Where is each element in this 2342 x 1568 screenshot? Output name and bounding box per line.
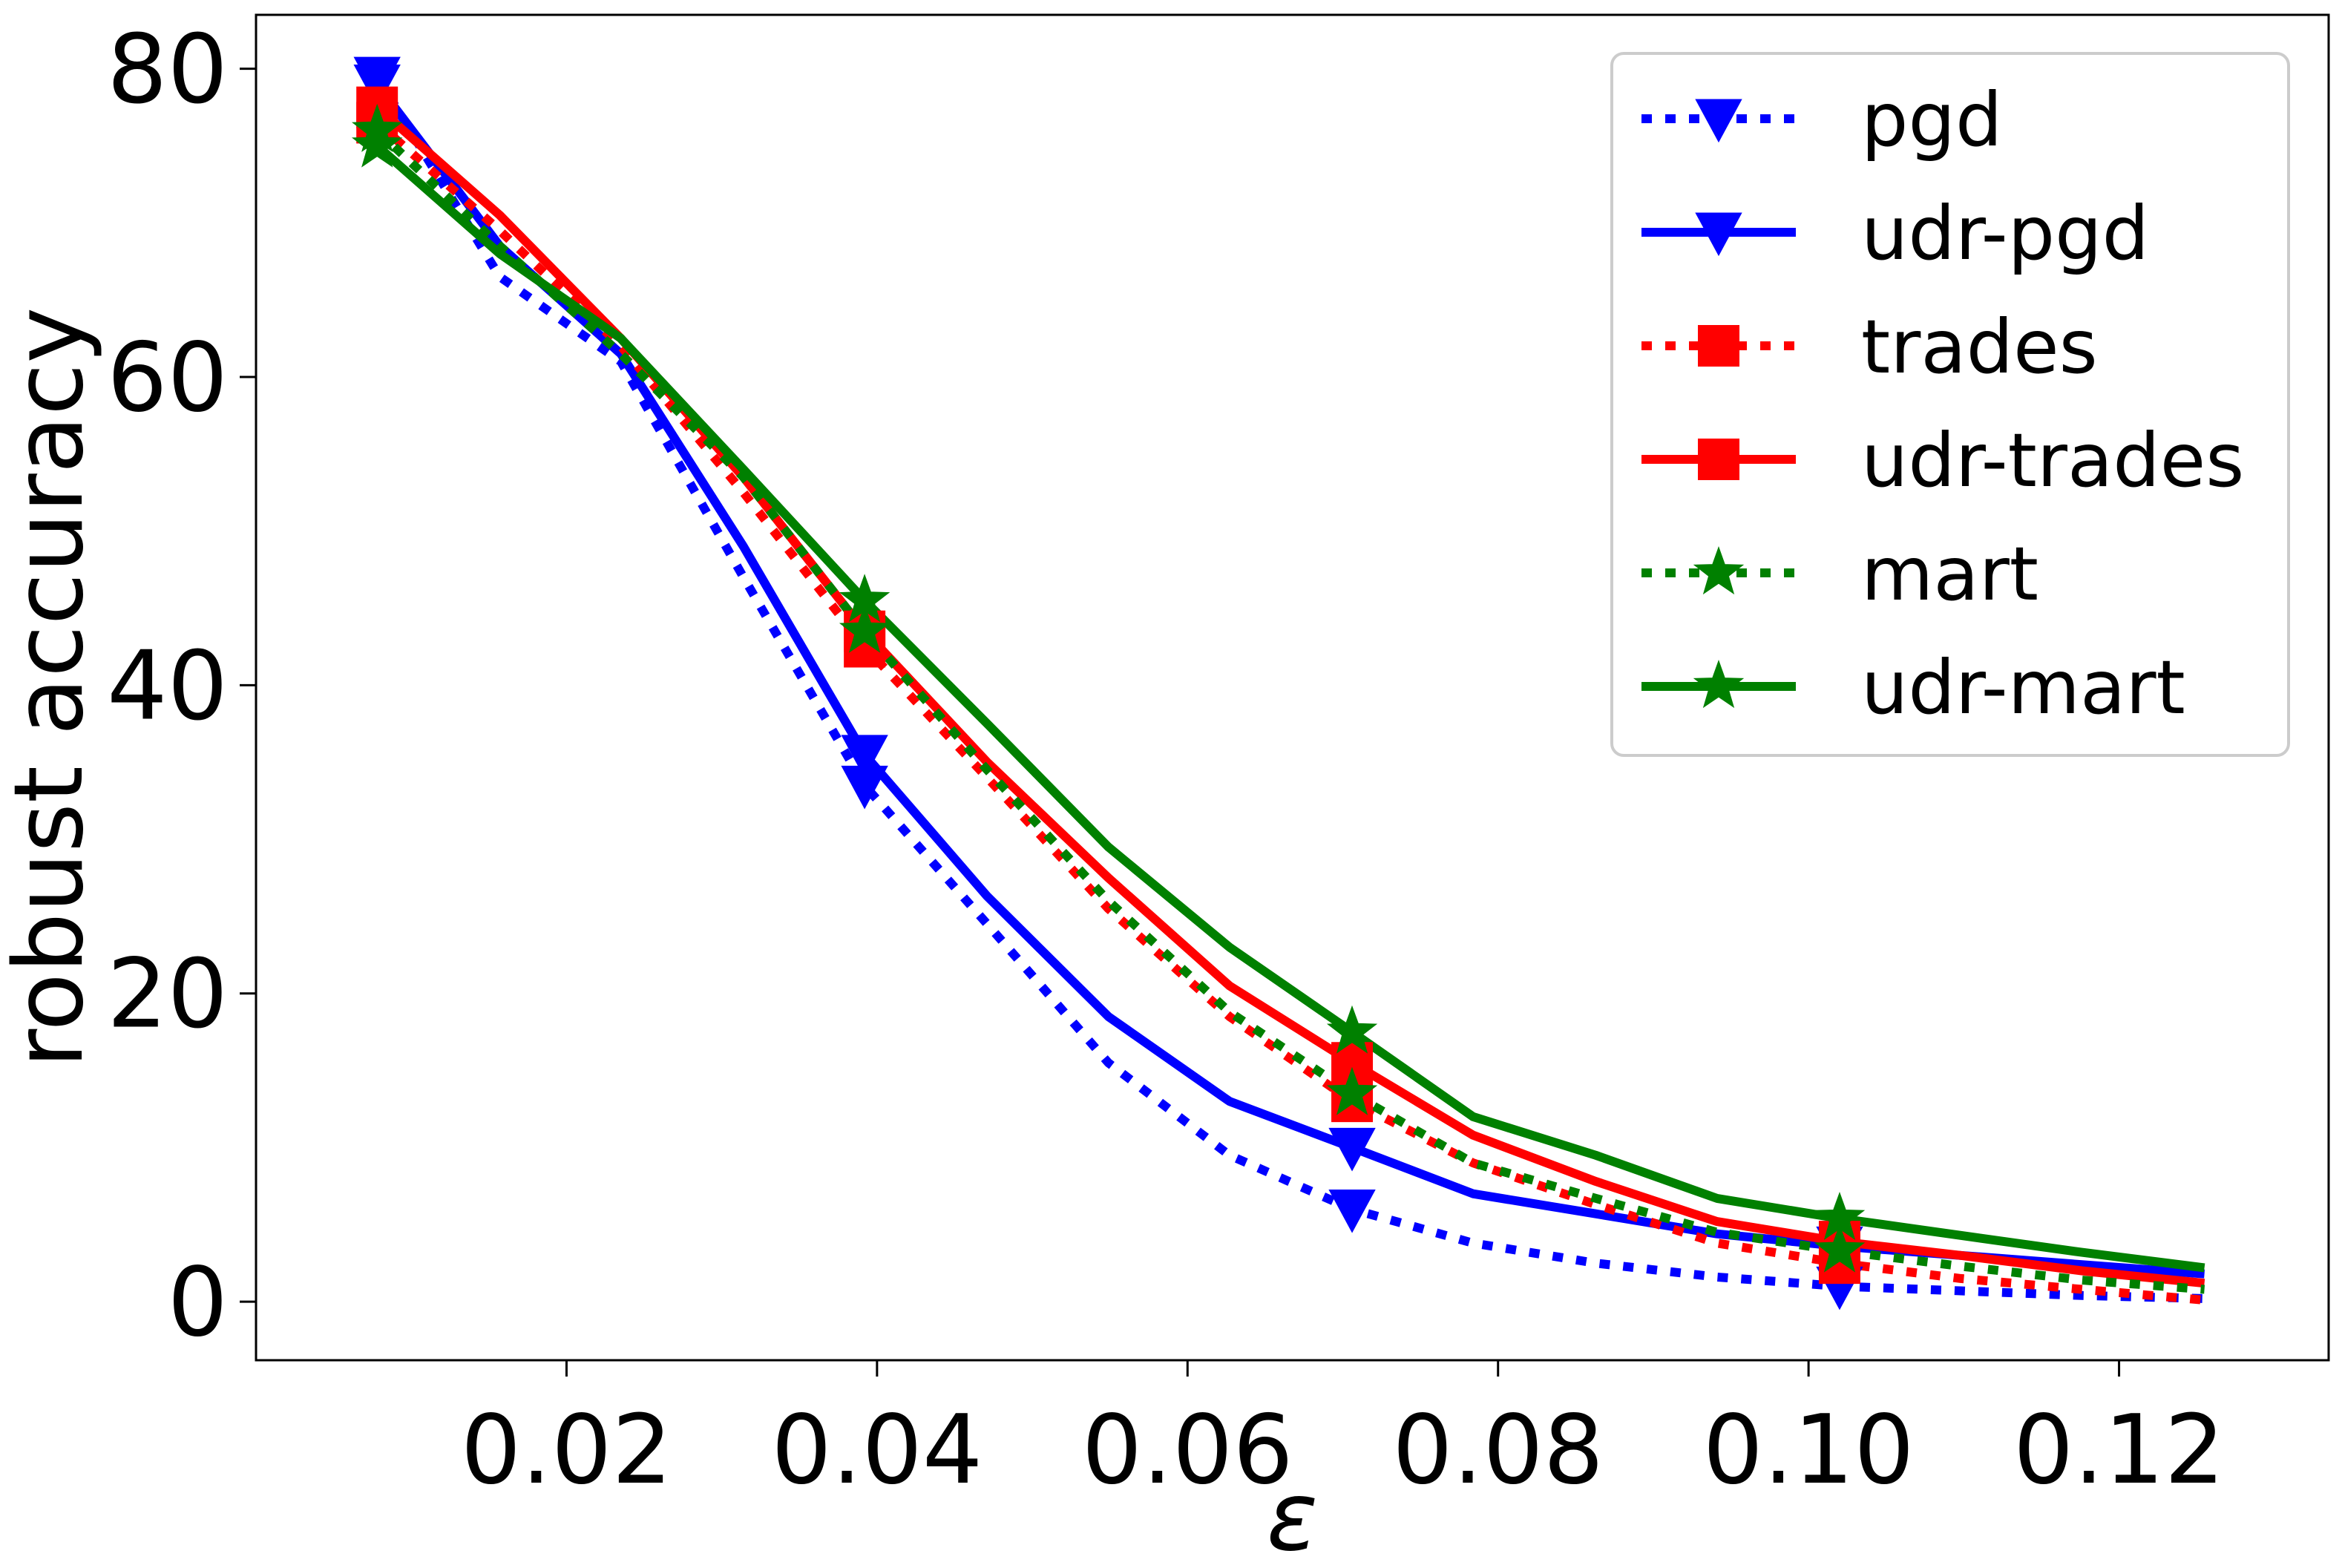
plot-frame bbox=[255, 13, 2330, 1362]
legend-swatch-marker bbox=[1698, 439, 1739, 480]
x-tick-label: 0.06 bbox=[1082, 1395, 1293, 1506]
data-point-udr-pgd bbox=[353, 64, 401, 108]
legend-swatch-marker bbox=[1695, 99, 1742, 143]
y-tick-label: 0 bbox=[168, 1247, 228, 1358]
y-tick-label: 60 bbox=[107, 323, 228, 433]
x-axis-ticks: 0.02 0.04 0.06 0.08 0.10 0.12 bbox=[461, 1360, 2225, 1506]
data-point-udr-pgd bbox=[1328, 1127, 1376, 1172]
series-line-mart bbox=[374, 127, 2205, 1294]
y-tick-label: 40 bbox=[107, 631, 228, 741]
series-line-trades bbox=[374, 119, 2205, 1305]
legend-item-udr-trades: udr-trades bbox=[1641, 417, 2244, 504]
x-tick-label: 0.02 bbox=[461, 1395, 672, 1506]
data-point-udr-mart bbox=[351, 119, 403, 168]
x-tick-label: 0.08 bbox=[1392, 1395, 1604, 1506]
legend-item-udr-mart: udr-mart bbox=[1641, 644, 2185, 731]
x-axis-label: ε bbox=[1267, 1462, 1318, 1568]
series-line-udr-mart bbox=[374, 142, 2205, 1273]
legend-label: udr-pgd bbox=[1861, 190, 2149, 277]
legend-item-pgd: pgd bbox=[1641, 76, 2002, 163]
y-axis-label: robust accuracy bbox=[0, 307, 105, 1069]
y-tick-label: 80 bbox=[107, 15, 228, 125]
series-line-pgd bbox=[373, 73, 2205, 1303]
marker-layer bbox=[351, 56, 1866, 1311]
y-axis-ticks: 0 20 40 60 80 bbox=[107, 15, 256, 1358]
x-tick-label: 0.04 bbox=[771, 1395, 983, 1506]
data-point-udr-mart bbox=[1814, 1191, 1866, 1240]
x-tick-label: 0.10 bbox=[1703, 1395, 1915, 1506]
legend-label: udr-trades bbox=[1861, 417, 2244, 504]
legend-label: udr-mart bbox=[1861, 644, 2185, 731]
data-point-pgd bbox=[1328, 1189, 1376, 1233]
data-point-mart bbox=[1326, 1066, 1378, 1115]
y-tick-label: 20 bbox=[107, 939, 228, 1050]
legend-item-udr-pgd: udr-pgd bbox=[1641, 190, 2149, 277]
data-point-udr-pgd bbox=[841, 735, 888, 778]
legend-item-mart: mart bbox=[1641, 531, 2038, 617]
legend: pgd udr-pgd trades udr-trades mart udr-mart bbox=[1610, 52, 2290, 757]
legend-swatch-marker bbox=[1698, 325, 1739, 367]
series-layer bbox=[373, 73, 2205, 1305]
legend-label: pgd bbox=[1861, 76, 2002, 163]
legend-swatch-marker bbox=[1695, 212, 1742, 257]
legend-swatch-marker bbox=[1693, 660, 1745, 709]
data-point-udr-mart bbox=[839, 574, 890, 623]
data-point-udr-mart bbox=[1326, 1005, 1378, 1054]
legend-label: mart bbox=[1861, 531, 2038, 617]
legend-item-trades: trades bbox=[1641, 304, 2098, 390]
legend-swatch-marker bbox=[1693, 546, 1745, 595]
legend-label: trades bbox=[1861, 304, 2098, 390]
data-point-mart bbox=[839, 604, 890, 653]
data-point-mart bbox=[1814, 1224, 1866, 1273]
x-tick-label: 0.12 bbox=[2013, 1395, 2225, 1506]
